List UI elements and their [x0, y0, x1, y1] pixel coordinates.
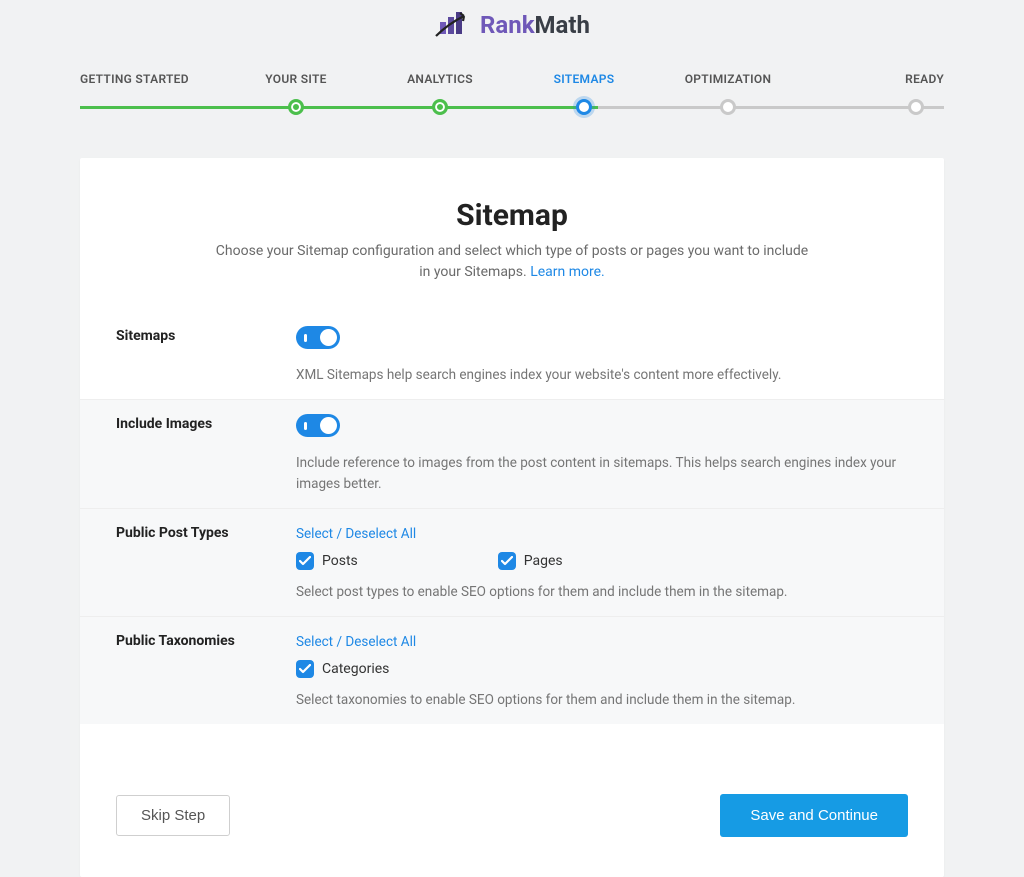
images-toggle[interactable] [296, 414, 340, 437]
checkbox-label: Categories [322, 661, 389, 677]
step-dot [288, 99, 304, 115]
stepper-segment [253, 106, 426, 109]
step-dot [432, 99, 448, 115]
help-text: XML Sitemaps help search engines index y… [296, 365, 908, 385]
checkbox[interactable] [498, 552, 516, 570]
checkbox[interactable] [296, 660, 314, 678]
stepper-track [80, 106, 944, 109]
step-label: SITEMAPS [554, 72, 615, 86]
save-continue-button[interactable]: Save and Continue [720, 794, 908, 837]
step-item[interactable]: OPTIMIZATION [656, 68, 800, 98]
brand-math: Math [535, 11, 590, 39]
stepper-segment [426, 106, 599, 109]
step-dot [576, 99, 592, 115]
wizard-footer: Skip Step Save and Continue [80, 764, 944, 837]
brand-logo: RankMath [0, 10, 1024, 40]
wizard-stepper: GETTING STARTED YOUR SITE ANALYTICS SITEMAP… [80, 68, 944, 118]
section-post-types: Public Post Types Select / Deselect All … [80, 508, 944, 616]
step-item[interactable]: GETTING STARTED [80, 68, 224, 98]
help-text: Include reference to images from the pos… [296, 453, 908, 494]
checkbox-label: Posts [322, 553, 358, 569]
step-dot [720, 99, 736, 115]
section-include-images: Include Images Include reference to imag… [80, 399, 944, 508]
step-item[interactable]: YOUR SITE [224, 68, 368, 98]
section-label: Public Taxonomies [116, 631, 296, 710]
taxonomy-option[interactable]: Categories [296, 660, 389, 678]
hero: Sitemap Choose your Sitemap configuratio… [192, 198, 832, 283]
step-label: GETTING STARTED [80, 72, 189, 86]
step-label: OPTIMIZATION [685, 72, 772, 86]
learn-more-link[interactable]: Learn more. [530, 264, 605, 280]
check-icon [299, 556, 311, 566]
logo-icon [434, 10, 470, 40]
step-item[interactable]: ANALYTICS [368, 68, 512, 98]
step-label: READY [905, 72, 944, 86]
select-all-taxonomies[interactable]: Select / Deselect All [296, 634, 416, 650]
stepper-segment [598, 106, 771, 109]
sitemaps-toggle[interactable] [296, 326, 340, 349]
checkbox-label: Pages [524, 553, 563, 569]
help-text: Select post types to enable SEO options … [296, 582, 908, 602]
section-label: Include Images [116, 414, 296, 494]
stepper-segment [80, 106, 253, 109]
help-text: Select taxonomies to enable SEO options … [296, 690, 908, 710]
checkbox[interactable] [296, 552, 314, 570]
section-sitemaps: Sitemaps XML Sitemaps help search engine… [80, 311, 944, 399]
section-taxonomies: Public Taxonomies Select / Deselect All … [80, 616, 944, 724]
section-label: Sitemaps [116, 326, 296, 385]
step-item[interactable]: SITEMAPS [512, 68, 656, 98]
page-description: Choose your Sitemap configuration and se… [212, 241, 812, 283]
step-label: ANALYTICS [407, 72, 473, 86]
step-dot [908, 99, 924, 115]
select-all-post-types[interactable]: Select / Deselect All [296, 526, 416, 542]
post-type-option[interactable]: Pages [498, 552, 563, 570]
content-card: Sitemap Choose your Sitemap configuratio… [80, 158, 944, 877]
step-item[interactable]: READY [800, 68, 944, 98]
step-label: YOUR SITE [265, 72, 326, 86]
section-label: Public Post Types [116, 523, 296, 602]
skip-step-button[interactable]: Skip Step [116, 795, 230, 836]
check-icon [299, 664, 311, 674]
page-title: Sitemap [212, 198, 812, 233]
brand-rank: Rank [480, 11, 535, 39]
post-type-option[interactable]: Posts [296, 552, 358, 570]
check-icon [501, 556, 513, 566]
